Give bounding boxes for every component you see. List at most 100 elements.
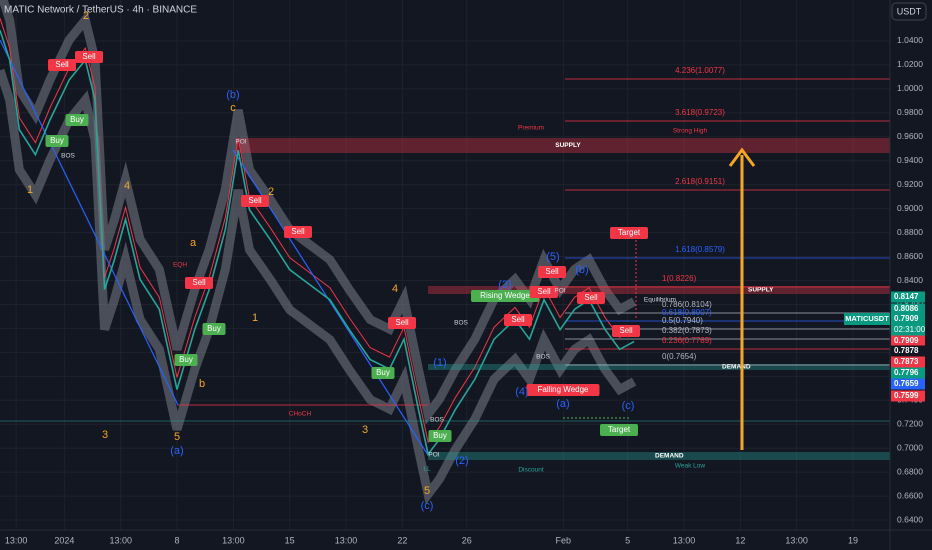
signal-label: Sell — [584, 293, 598, 302]
axis-labels: 1.0400 1.0200 1.0000 0.9800 0.9600 0.9400 0.92… — [5, 35, 926, 545]
x-tick-label: 22 — [397, 535, 407, 545]
annotation: (5) — [546, 251, 559, 263]
zone — [428, 364, 890, 370]
signal-label: Buy — [50, 136, 64, 145]
y-tick-label: 0.9400 — [897, 155, 923, 165]
countdown: 02:31:00 — [894, 325, 926, 334]
signal-label: Falling Wedge — [538, 385, 590, 394]
sell-signal — [48, 59, 76, 71]
signal-label: Sell — [291, 227, 305, 236]
signal-label: Buy — [179, 355, 193, 364]
signal-label: Buy — [207, 324, 221, 333]
annotation: 1 — [27, 184, 33, 196]
annotation: 2 — [268, 186, 274, 198]
annotation: BOS — [454, 320, 468, 327]
fib-levels: 4.236(1.0077) 3.618(0.9723) 2.618(0.9151) 1… — [565, 66, 890, 366]
x-tick-label: 26 — [462, 535, 472, 545]
y-tick-label: 0.9600 — [897, 131, 923, 141]
price-tag-label: 0.7599 — [894, 391, 919, 400]
annotation: (3) — [498, 279, 511, 291]
annotation: (a) — [556, 398, 569, 410]
price-tag-label: 0.8147 — [894, 292, 919, 301]
zone — [236, 138, 890, 153]
signal-label: Sell — [55, 60, 69, 69]
x-tick-label: 12 — [735, 535, 745, 545]
annotation: Equilibrium — [644, 297, 676, 304]
signal-label: Sell — [395, 318, 409, 327]
x-tick-label: 8 — [175, 535, 180, 545]
x-tick-label: 13:00 — [5, 535, 28, 545]
annotation: BOS — [536, 354, 550, 361]
signal-label: Sell — [619, 326, 633, 335]
symbol-tag — [844, 313, 890, 325]
x-tick-label: 15 — [285, 535, 295, 545]
signal-label: Sell — [192, 278, 206, 287]
price-tag — [891, 378, 925, 390]
y-tick-label: 0.7000 — [897, 442, 923, 452]
zone-label: SUPPLY — [748, 287, 774, 294]
fib-label: 0.786(0.8104) — [662, 300, 712, 309]
fib-label: 3.618(0.9723) — [675, 108, 725, 117]
y-tick-label: 0.9000 — [897, 203, 923, 213]
buy-signal — [428, 430, 452, 442]
annotation: (b) — [575, 264, 588, 276]
price-tag-label: 0.7909 — [894, 336, 919, 345]
zone-label: SUPPLY — [555, 142, 581, 149]
buy-signal — [600, 424, 638, 436]
signal-label: Buy — [376, 368, 390, 377]
fib-label: 0.5(0.7940) — [662, 316, 703, 325]
sell-signal — [75, 51, 103, 63]
volatility-band — [0, 68, 637, 505]
currency-button[interactable] — [891, 2, 927, 21]
price-tag — [891, 390, 925, 402]
price-tag — [891, 335, 925, 347]
y-tick-label: 0.6800 — [897, 466, 923, 476]
annotation: (1) — [433, 357, 446, 369]
annotation: 4 — [124, 180, 130, 192]
signal-label: Sell — [545, 267, 559, 276]
sell-signal — [388, 317, 416, 329]
signal-label: Target — [618, 228, 641, 237]
price-tag — [891, 303, 925, 315]
zones: SUPPLY SUPPLY DEMAND DEMAND — [236, 138, 890, 460]
sell-signal — [610, 227, 648, 239]
price-tag-label: 0.7909 — [894, 314, 919, 323]
annotation: 2 — [83, 10, 89, 22]
buy-signal — [45, 135, 69, 147]
annotation: 4 — [392, 283, 398, 295]
fib-label: 0.382(0.7873) — [662, 326, 712, 335]
annotation: (4) — [515, 386, 528, 398]
y-tick-label: 0.6400 — [897, 514, 923, 524]
sell-signal — [612, 325, 640, 337]
zone-label: DEMAND — [655, 453, 684, 460]
annotation: 3 — [362, 424, 368, 436]
zone-label: DEMAND — [722, 364, 751, 371]
annotation: 3 — [102, 429, 108, 441]
price-tag — [891, 367, 925, 379]
y-tick-label: 0.8800 — [897, 227, 923, 237]
price-tag — [891, 313, 925, 336]
fib-label: 2.618(0.9151) — [675, 177, 725, 186]
x-tick-label: 13:00 — [109, 535, 132, 545]
fib-label: 1.618(0.8579) — [675, 245, 725, 254]
x-tick-label: 13:00 — [335, 535, 358, 545]
signal-label: Sell — [537, 287, 551, 296]
fib-label: 1(0.8226) — [662, 274, 697, 283]
x-tick-label: Feb — [556, 535, 572, 545]
sell-signal — [530, 286, 558, 298]
price-tag-label: 0.7659 — [894, 379, 919, 388]
annotation: POI — [235, 139, 246, 146]
annotation: EQH — [173, 262, 187, 269]
signal-label: Sell — [511, 315, 525, 324]
buy-signal — [202, 323, 226, 335]
x-tick-label: 13:00 — [673, 535, 696, 545]
buy-signal — [371, 367, 395, 379]
signal-label: Sell — [82, 52, 96, 61]
annotation: BOS — [61, 153, 75, 160]
currency[interactable]: USDT — [897, 6, 922, 16]
buy-signal — [471, 290, 539, 302]
time-axis — [0, 530, 890, 550]
